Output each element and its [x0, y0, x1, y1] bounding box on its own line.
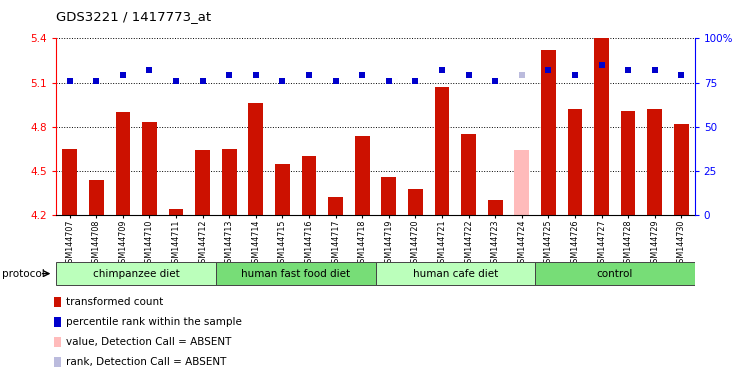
Text: human fast food diet: human fast food diet	[241, 268, 350, 279]
Point	[409, 78, 421, 84]
Bar	[435, 87, 449, 215]
Point	[622, 67, 634, 73]
Bar	[382, 177, 396, 215]
Bar	[355, 136, 369, 215]
Bar	[62, 149, 77, 215]
Text: protocol: protocol	[2, 268, 44, 279]
Text: control: control	[597, 268, 633, 279]
FancyBboxPatch shape	[535, 262, 695, 285]
FancyBboxPatch shape	[216, 262, 376, 285]
Bar	[142, 122, 157, 215]
Point	[436, 67, 448, 73]
Bar	[541, 50, 556, 215]
Bar	[621, 111, 635, 215]
Bar	[169, 209, 183, 215]
Point	[383, 78, 395, 84]
Bar	[53, 297, 62, 307]
Bar	[249, 103, 263, 215]
Text: rank, Detection Call = ABSENT: rank, Detection Call = ABSENT	[66, 357, 227, 367]
Text: transformed count: transformed count	[66, 297, 163, 307]
Bar	[461, 134, 476, 215]
Text: human cafe diet: human cafe diet	[412, 268, 498, 279]
Point	[675, 73, 687, 79]
Text: chimpanzee diet: chimpanzee diet	[92, 268, 179, 279]
FancyBboxPatch shape	[376, 262, 535, 285]
Point	[143, 67, 155, 73]
Bar	[116, 112, 130, 215]
Bar	[302, 156, 316, 215]
Bar	[89, 180, 104, 215]
Point	[649, 67, 661, 73]
Bar	[275, 164, 290, 215]
Text: percentile rank within the sample: percentile rank within the sample	[66, 317, 242, 327]
Bar	[53, 337, 62, 347]
Point	[90, 78, 102, 84]
Point	[117, 73, 129, 79]
Text: value, Detection Call = ABSENT: value, Detection Call = ABSENT	[66, 337, 231, 347]
Point	[516, 73, 528, 79]
Point	[303, 73, 315, 79]
Point	[64, 78, 76, 84]
Point	[489, 78, 501, 84]
Bar	[222, 149, 237, 215]
Bar	[408, 189, 423, 215]
Point	[250, 73, 262, 79]
Point	[170, 78, 182, 84]
FancyBboxPatch shape	[56, 262, 216, 285]
Point	[330, 78, 342, 84]
Bar	[328, 197, 343, 215]
Bar	[514, 150, 529, 215]
Point	[542, 67, 554, 73]
Bar	[53, 357, 62, 367]
Point	[276, 78, 288, 84]
Point	[596, 62, 608, 68]
Bar	[488, 200, 502, 215]
Bar	[594, 38, 609, 215]
Bar	[674, 124, 689, 215]
Point	[569, 73, 581, 79]
Text: GDS3221 / 1417773_at: GDS3221 / 1417773_at	[56, 10, 212, 23]
Bar	[53, 317, 62, 327]
Bar	[195, 150, 210, 215]
Point	[223, 73, 235, 79]
Bar	[647, 109, 662, 215]
Bar	[568, 109, 582, 215]
Point	[356, 73, 368, 79]
Point	[463, 73, 475, 79]
Point	[197, 78, 209, 84]
